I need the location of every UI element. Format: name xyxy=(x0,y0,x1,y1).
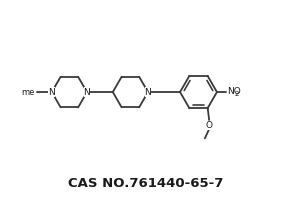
Text: O: O xyxy=(206,121,213,130)
Text: CAS NO.761440-65-7: CAS NO.761440-65-7 xyxy=(68,177,224,190)
Text: me: me xyxy=(21,88,35,97)
Text: 2: 2 xyxy=(234,91,239,97)
Text: NO: NO xyxy=(227,87,241,96)
Text: N: N xyxy=(145,88,151,97)
Text: N: N xyxy=(48,88,55,97)
Text: N: N xyxy=(84,88,90,97)
